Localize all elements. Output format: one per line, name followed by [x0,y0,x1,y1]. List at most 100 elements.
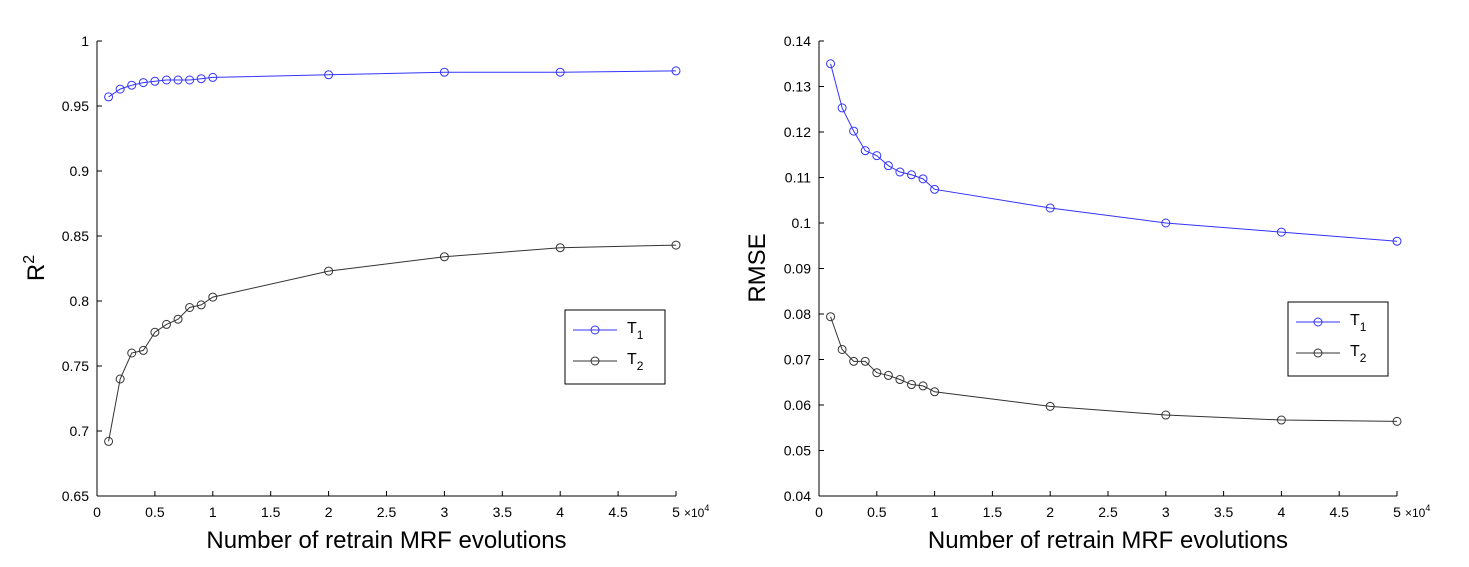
data-point-t2 [324,266,334,276]
x-tick-label: 0 [93,504,101,520]
legend-label: T2 [627,351,644,373]
x-multiplier-base: ×10 [684,506,705,520]
legend-marker [590,325,600,335]
x-tick-label: 0.5 [867,504,887,520]
x-tick-label: 1.5 [983,504,1003,520]
y-tick-label: 0.7 [70,423,90,439]
data-point-t1 [860,146,870,156]
x-tick-label: 2.5 [377,504,397,520]
y-tick-label: 0.8 [70,293,90,309]
data-point-t2 [185,303,195,312]
data-point-t2 [918,381,928,391]
legend-box [1287,301,1389,377]
data-point-t1 [872,151,882,161]
series-line-t2 [830,316,1398,422]
x-tick-label: 3.5 [493,504,513,520]
series-line-t1 [108,70,677,98]
x-multiplier-base: ×10 [1405,506,1426,520]
y-tick-label: 0.75 [62,358,89,374]
legend-marker [590,356,600,366]
x-tick-label: 2 [1046,504,1054,520]
y-tick-label: 0.05 [784,443,811,459]
x-tick-label: 4.5 [608,504,628,520]
x-tick-label: 1.5 [261,504,281,520]
y-tick-label: 0.08 [784,306,811,322]
data-point-t2 [1045,401,1055,411]
x-tick-label: 0 [815,504,823,520]
data-point-t2 [1161,410,1171,420]
data-point-t1 [196,74,206,84]
data-point-t2 [860,356,870,366]
data-point-t1 [104,92,114,102]
y-axis-label: RMSE [744,233,771,302]
data-point-t2 [906,380,916,390]
y-tick-label: 0.11 [785,170,811,186]
data-point-t1 [671,66,681,76]
legend-marker [1313,317,1323,327]
y-tick-label: 1 [81,33,89,49]
data-point-t2 [439,252,449,262]
data-point-t2 [826,312,836,322]
data-point-t1 [324,70,334,80]
y-tick-label: 0.9 [70,163,90,179]
x-axis-label: Number of retrain MRF evolutions [928,527,1288,554]
y-tick-label: 0.04 [784,488,811,504]
data-point-t1 [208,72,218,82]
x-tick-label: 3.5 [1214,504,1234,520]
chart-panel-2: 0.04 0.05 0.06 0.07 0.08 0.09 0.1 0.11 0.12 0.13 0… [744,33,1430,554]
legend-label-subscript: 2 [637,359,644,373]
legend-label: T1 [1350,312,1367,334]
y-axis-label-base: R [23,264,50,281]
data-point-t2 [115,374,125,384]
data-point-t1 [918,174,928,184]
y-tick-label: 0.14 [784,33,811,49]
data-point-t1 [127,80,137,90]
x-multiplier: ×104 [684,503,709,520]
data-point-t1 [161,75,171,85]
data-point-t2 [883,370,893,380]
data-point-t1 [849,126,859,136]
legend-label-name: T [1350,312,1360,329]
data-point-t2 [127,348,137,358]
y-tick-label: 0.06 [784,397,811,413]
y-tick-label: 0.95 [62,98,89,114]
legend-label-name: T [627,320,637,337]
data-point-t2 [150,327,160,337]
y-tick-label: 0.09 [784,261,811,277]
x-tick-label: 5 [1393,504,1401,520]
x-tick-label: 4.5 [1329,504,1349,520]
x-tick-label: 4 [556,504,564,520]
legend-label: T2 [1350,343,1367,365]
y-tick-label: 0.13 [784,79,811,95]
legend-label-subscript: 2 [1360,351,1367,365]
data-point-t2 [138,345,148,355]
data-point-t1 [138,78,148,88]
x-tick-label: 2 [325,504,333,520]
data-point-t1 [826,59,836,69]
legend-label-name: T [627,351,637,368]
data-point-t1 [1276,227,1286,237]
series-line-t2 [108,244,677,442]
data-point-t1 [883,161,893,171]
legend-label-name: T [1350,343,1360,360]
data-point-t2 [1276,415,1286,425]
data-point-t1 [555,67,565,77]
chart-panel-1: 0.65 0.7 0.75 0.8 0.85 0.9 0.95 1 0 0.5 1 1.5 2 2.5 3 3… [21,33,709,554]
data-point-t1 [173,75,183,85]
data-point-t2 [930,387,940,397]
y-axis-label-base: RMSE [744,233,771,302]
data-point-t2 [196,300,206,310]
x-multiplier-exponent: 4 [1425,503,1430,513]
data-point-t2 [837,344,847,354]
y-tick-label: 0.12 [784,124,811,140]
y-tick-label: 0.1 [792,215,812,231]
data-point-t2 [671,240,681,250]
data-point-t2 [208,292,218,302]
y-tick-label: 0.07 [784,352,811,368]
data-point-t1 [837,103,847,113]
x-multiplier: ×104 [1405,503,1430,520]
series-line-t1 [830,63,1398,242]
